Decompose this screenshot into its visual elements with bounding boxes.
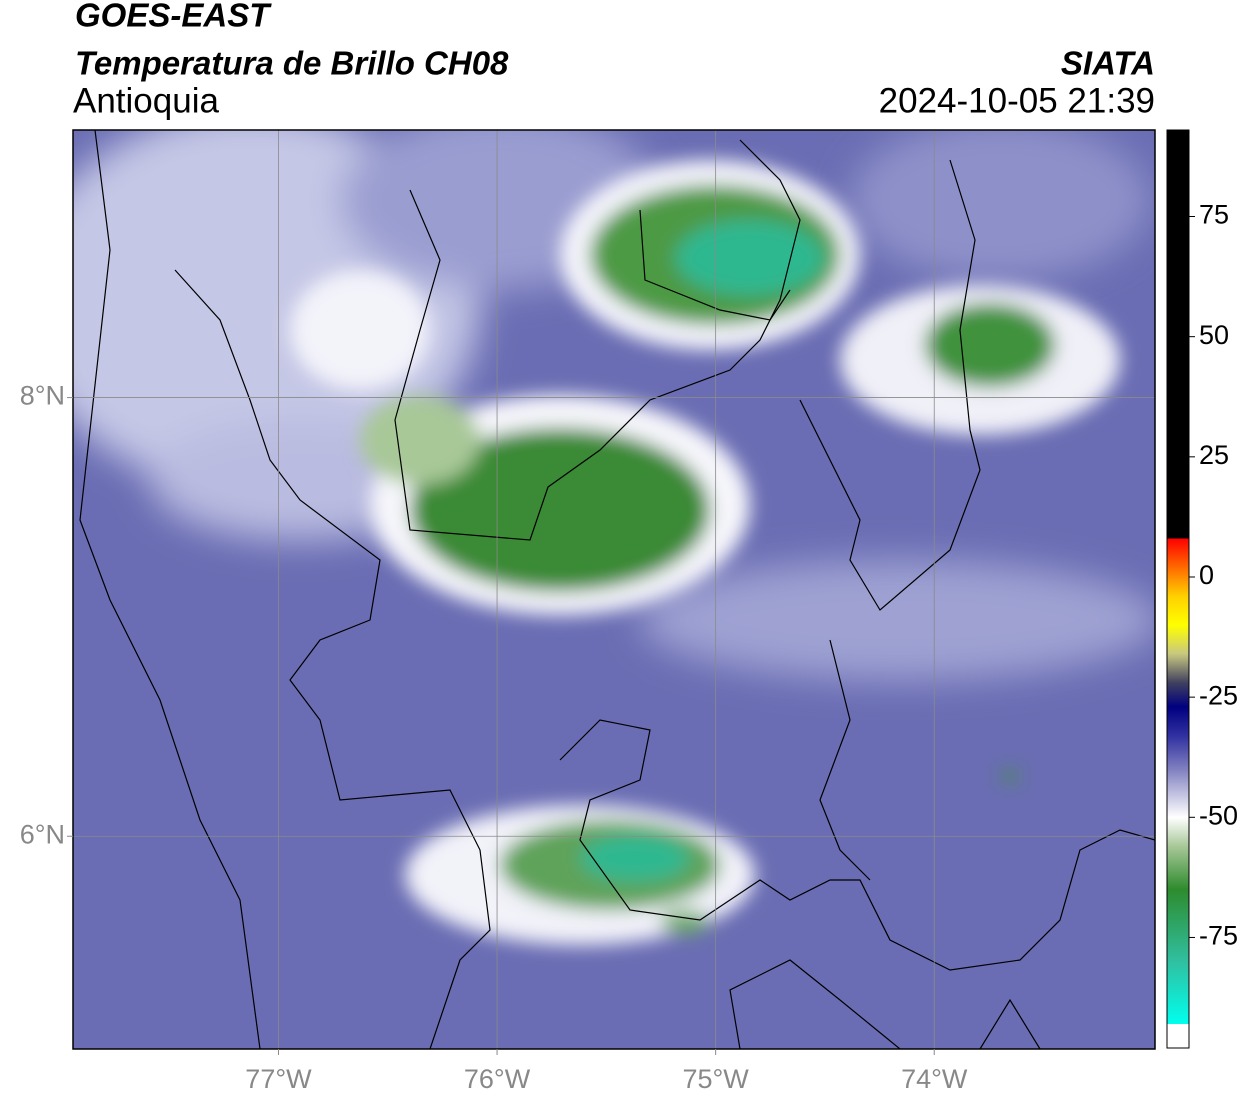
lat-label: 6°N [20, 819, 65, 849]
map-frame [72, 129, 1156, 1050]
graticule [73, 130, 1155, 1049]
lon-label: 75°W [682, 1064, 749, 1094]
source: SIATA [1061, 45, 1155, 82]
colorbar-label: 50 [1199, 320, 1229, 350]
colorbar-label: -50 [1199, 800, 1238, 830]
colorbar-label: 75 [1199, 200, 1229, 230]
lat-label: 8°N [20, 381, 65, 411]
colorbar-label: 25 [1199, 440, 1229, 470]
product: Temperatura de Brillo CH08 [75, 45, 509, 82]
lon-label: 76°W [464, 1064, 531, 1094]
colorbar-label: -75 [1199, 921, 1238, 951]
lon-label: 77°W [245, 1064, 312, 1094]
datetime: 2024-10-05 21:39 [879, 81, 1155, 120]
colorbar: 75 50 25 0 -25 -50 -75 [1166, 129, 1238, 1049]
imagery [73, 130, 1155, 1049]
lon-label: 74°W [901, 1064, 968, 1094]
satellite: GOES-EAST [75, 0, 272, 34]
region: Antioquia [73, 81, 219, 120]
colorbar-label: 0 [1199, 560, 1214, 590]
colorbar-label: -25 [1199, 680, 1238, 710]
colorbar-scale [1166, 129, 1190, 1049]
